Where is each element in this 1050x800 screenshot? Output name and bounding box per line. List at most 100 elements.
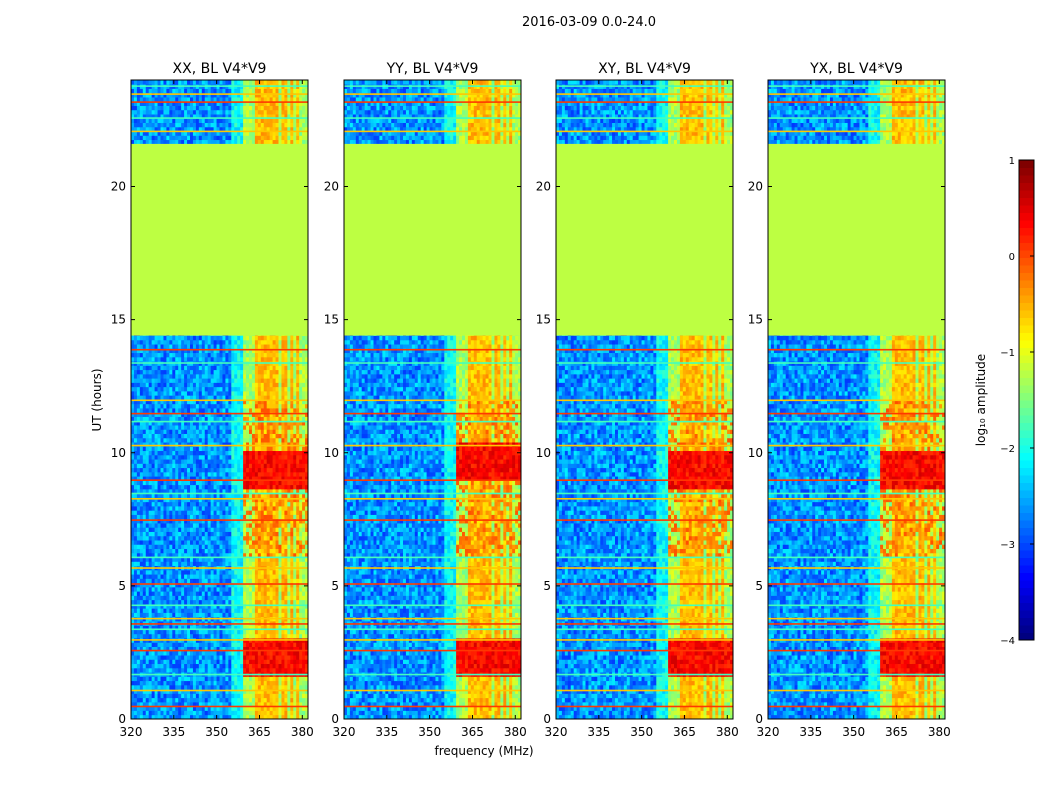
colorbar-segment xyxy=(1019,512,1034,521)
flagged-region xyxy=(556,143,733,336)
colorbar-segment xyxy=(1019,175,1034,183)
colorbar-segment xyxy=(1019,317,1034,326)
y-tick-label: 20 xyxy=(111,180,126,194)
y-tick-label: 10 xyxy=(536,446,551,460)
colorbar-segment xyxy=(1019,632,1034,641)
colorbar-segment xyxy=(1019,460,1034,468)
colorbar-segment xyxy=(1019,295,1034,303)
y-tick-label: 20 xyxy=(748,180,763,194)
colorbar-segment xyxy=(1019,572,1034,581)
y-tick-label: 10 xyxy=(111,446,126,460)
colorbar-segment xyxy=(1019,250,1034,258)
colorbar-segment xyxy=(1019,587,1034,596)
x-tick-label: 350 xyxy=(205,725,228,739)
x-tick-label: 320 xyxy=(757,725,780,739)
y-tick-label: 20 xyxy=(324,180,339,194)
y-tick-label: 0 xyxy=(543,712,551,726)
x-tick-label: 380 xyxy=(716,725,739,739)
colorbar-segment xyxy=(1019,497,1034,506)
colorbar-segment xyxy=(1019,467,1034,476)
x-tick-label: 350 xyxy=(418,725,441,739)
y-tick-label: 5 xyxy=(543,579,551,593)
colorbar-segment xyxy=(1019,520,1034,528)
x-tick-label: 335 xyxy=(375,725,398,739)
colorbar-tick-label: 0 xyxy=(1009,252,1015,263)
y-tick-label: 0 xyxy=(755,712,763,726)
panel-frame xyxy=(130,79,309,720)
colorbar-segment xyxy=(1019,310,1034,318)
colorbar-segment xyxy=(1019,280,1034,288)
x-tick-label: 350 xyxy=(842,725,865,739)
colorbar-segment xyxy=(1019,595,1034,603)
x-tick-label: 335 xyxy=(587,725,610,739)
colorbar-segment xyxy=(1019,490,1034,498)
panel-title: YY, BL V4*V9 xyxy=(386,61,479,77)
x-axis-label: frequency (MHz) xyxy=(434,744,533,758)
x-tick-label: 365 xyxy=(461,725,484,739)
colorbar-tick-label: −2 xyxy=(1000,444,1015,455)
colorbar-segment xyxy=(1019,257,1034,266)
panel-title: XX, BL V4*V9 xyxy=(173,61,267,77)
colorbar-segment xyxy=(1019,287,1034,296)
y-axis-label: UT (hours) xyxy=(90,368,104,431)
panel-3-image xyxy=(768,80,945,719)
colorbar-segment xyxy=(1019,535,1034,543)
colorbar-segment xyxy=(1019,527,1034,536)
colorbar-segment xyxy=(1019,400,1034,408)
colorbar-segment xyxy=(1019,190,1034,198)
colorbar-segment xyxy=(1019,407,1034,416)
colorbar-segment xyxy=(1019,385,1034,393)
x-tick-label: 365 xyxy=(673,725,696,739)
panel-2-image xyxy=(556,80,733,719)
flagged-region xyxy=(768,143,945,336)
colorbar-segment xyxy=(1019,550,1034,558)
panel-0: XX, BL V4*V9 320 335 350 365 380 0 5 10 15 20 xyxy=(111,61,314,739)
colorbar-segment xyxy=(1019,610,1034,618)
panel-title: YX, BL V4*V9 xyxy=(809,61,903,77)
colorbar-segment xyxy=(1019,355,1034,363)
colorbar-segment xyxy=(1019,265,1034,273)
colorbar-segment xyxy=(1019,302,1034,311)
colorbar-segment xyxy=(1019,272,1034,281)
panel-0-image xyxy=(131,80,308,719)
colorbar-segment xyxy=(1019,482,1034,491)
colorbar-segment xyxy=(1019,205,1034,213)
colorbar-segment xyxy=(1019,332,1034,341)
panel-frame xyxy=(767,79,946,720)
colorbar-segment xyxy=(1019,617,1034,626)
colorbar-segment xyxy=(1019,565,1034,573)
colorbar-tick-label: −1 xyxy=(1000,348,1015,359)
colorbar-segment xyxy=(1019,340,1034,348)
panel-3: YX, BL V4*V9 320 335 350 365 380 0 5 10 15 20 xyxy=(748,61,951,739)
y-tick-label: 20 xyxy=(536,180,551,194)
y-tick-label: 0 xyxy=(118,712,126,726)
flagged-region xyxy=(131,143,308,336)
colorbar: −4 −3 −2 −1 0 1 xyxy=(1000,156,1035,647)
colorbar-label: log₁₀ amplitude xyxy=(974,354,988,446)
colorbar-segment xyxy=(1019,437,1034,446)
y-tick-label: 15 xyxy=(536,313,551,327)
colorbar-segment xyxy=(1019,377,1034,386)
x-tick-label: 350 xyxy=(630,725,653,739)
colorbar-segment xyxy=(1019,422,1034,431)
y-tick-label: 5 xyxy=(331,579,339,593)
y-tick-label: 5 xyxy=(755,579,763,593)
colorbar-segment xyxy=(1019,167,1034,176)
colorbar-segment xyxy=(1019,580,1034,588)
figure-suptitle: 2016-03-09 0.0-24.0 xyxy=(522,15,656,30)
panel-title: XY, BL V4*V9 xyxy=(598,61,691,77)
x-tick-label: 320 xyxy=(333,725,356,739)
x-tick-label: 320 xyxy=(545,725,568,739)
colorbar-segment xyxy=(1019,197,1034,206)
colorbar-segment xyxy=(1019,362,1034,371)
colorbar-segment xyxy=(1019,227,1034,236)
colorbar-tick-label: −4 xyxy=(1000,636,1015,647)
flagged-region xyxy=(344,143,521,336)
colorbar-segment xyxy=(1019,475,1034,483)
y-tick-label: 15 xyxy=(748,313,763,327)
colorbar-segment xyxy=(1019,542,1034,551)
panel-2: XY, BL V4*V9 320 335 350 365 380 0 5 10 15 20 xyxy=(536,61,739,739)
y-tick-label: 10 xyxy=(324,446,339,460)
x-tick-label: 320 xyxy=(120,725,143,739)
x-tick-label: 380 xyxy=(928,725,951,739)
